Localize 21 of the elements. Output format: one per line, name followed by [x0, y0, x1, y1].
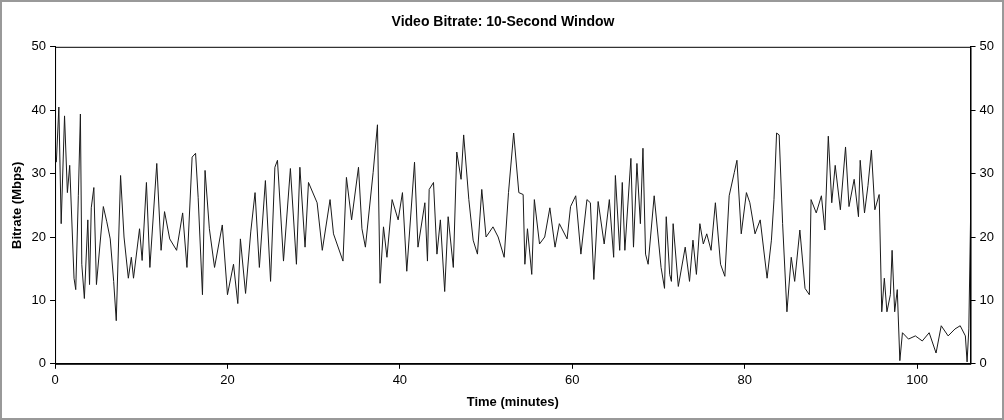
x-tick-label: 0: [51, 372, 59, 388]
y-tick-label: 50: [31, 38, 47, 54]
y2-tick-label: 30: [979, 165, 995, 181]
y2-tick-label: 10: [979, 291, 995, 307]
x-tick-label: 80: [737, 372, 752, 388]
x-tick-label: 20: [220, 372, 235, 388]
y-tick-label: 0: [38, 355, 47, 371]
x-tick-label: 100: [906, 372, 928, 388]
x-tick-label: 40: [392, 372, 408, 388]
y-axis-title: Bitrate (Mbps): [9, 161, 25, 249]
y2-tick-label: 20: [979, 228, 995, 244]
y-tick-label: 30: [31, 165, 47, 181]
chart-title: Video Bitrate: 10-Second Window: [391, 13, 615, 30]
y2-tick-label: 50: [979, 38, 995, 54]
y2-tick-label: 40: [979, 101, 995, 117]
x-tick-label: 60: [565, 372, 580, 388]
y2-tick-label: 0: [979, 355, 987, 371]
x-axis-title: Time (minutes): [466, 393, 559, 409]
y-tick-label: 20: [31, 228, 47, 244]
y-tick-label: 40: [31, 101, 47, 117]
y-tick-label: 10: [31, 291, 47, 307]
